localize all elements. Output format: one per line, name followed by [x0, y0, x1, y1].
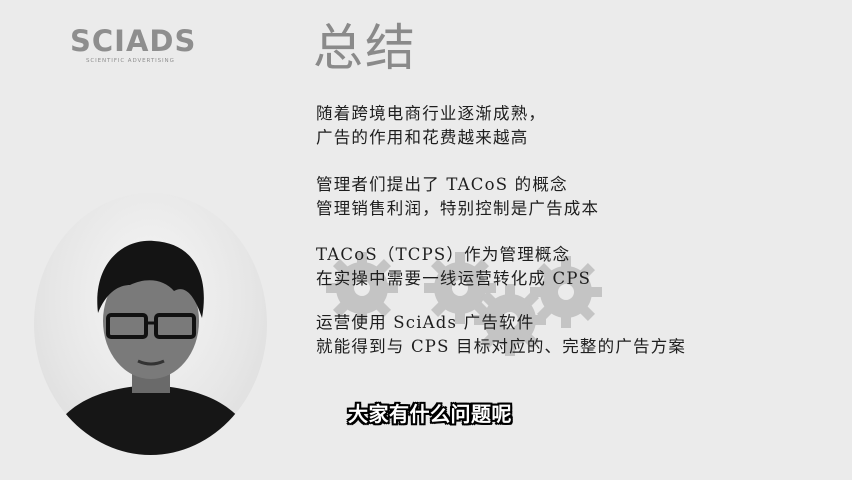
summary-paragraph: 随着跨境电商行业逐渐成熟， 广告的作用和花费越来越高 [316, 102, 546, 150]
slide-title: 总结 [313, 19, 417, 77]
video-caption: 大家有什么问题呢 [348, 402, 512, 426]
text-line: 管理销售利润，特别控制是广告成本 [316, 199, 600, 218]
text-line: 随着跨境电商行业逐渐成熟， [316, 104, 547, 123]
presenter-image [44, 240, 258, 455]
text-line: 在实操中需要一线运营转化成 CPS [316, 269, 592, 288]
sciads-logo: SCIADS SCIENTIFIC ADVERTISING [70, 26, 210, 68]
summary-paragraph: 管理者们提出了 TACoS 的概念 管理销售利润，特别控制是广告成本 [316, 173, 599, 221]
summary-paragraph: TACoS（TCPS）作为管理概念 在实操中需要一线运营转化成 CPS [316, 243, 591, 291]
text-line: TACoS（TCPS）作为管理概念 [316, 245, 571, 264]
presenter-webcam [34, 193, 267, 455]
logo-tagline: SCIENTIFIC ADVERTISING [86, 58, 175, 64]
text-line: 管理者们提出了 TACoS 的概念 [316, 175, 568, 194]
text-line: 就能得到与 CPS 目标对应的、完整的广告方案 [316, 337, 687, 356]
logo-wordmark: SCIADS [70, 24, 197, 58]
summary-paragraph: 运营使用 SciAds 广告软件 就能得到与 CPS 目标对应的、完整的广告方案 [316, 311, 686, 359]
text-line: 运营使用 SciAds 广告软件 [316, 313, 535, 332]
text-line: 广告的作用和花费越来越高 [316, 128, 529, 147]
